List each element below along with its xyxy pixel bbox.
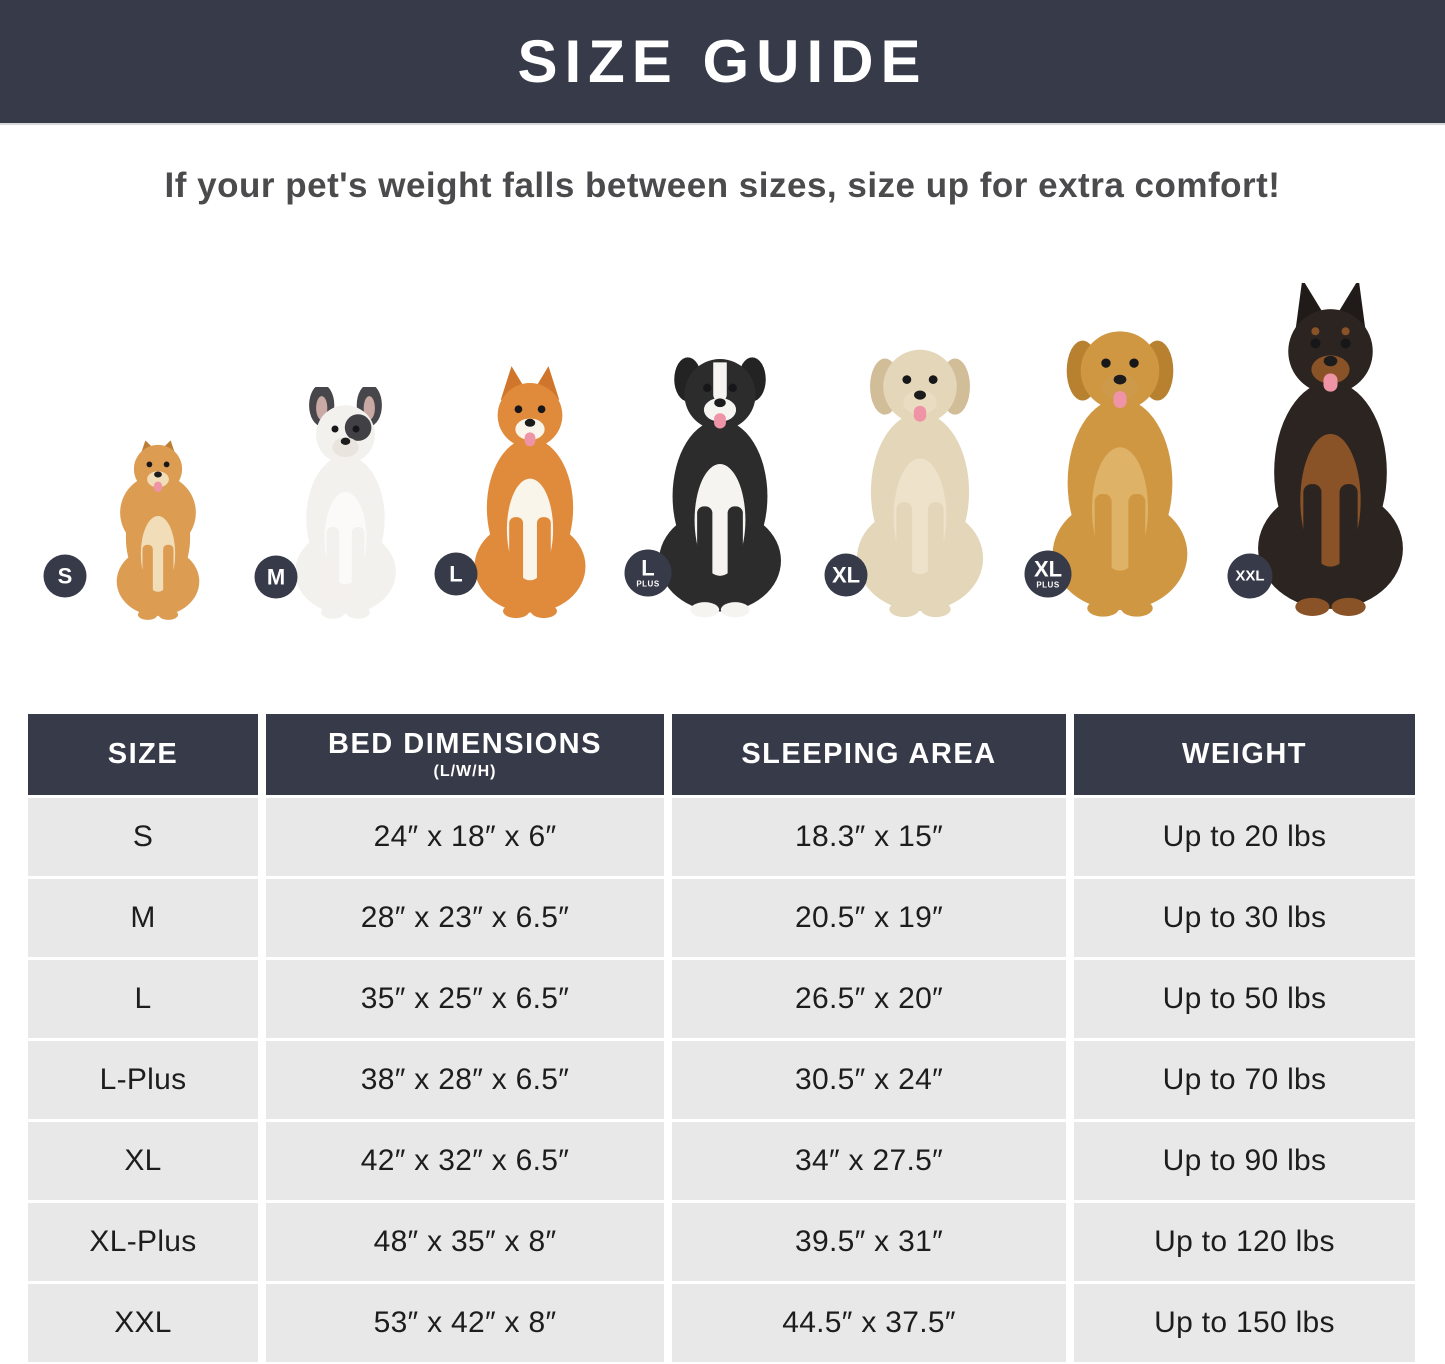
dog-shiba-inu bbox=[437, 363, 623, 625]
table-cell-weight: Up to 30 lbs bbox=[1074, 879, 1415, 957]
size-badge-l: L bbox=[434, 552, 478, 596]
size-table: SIZE BED DIMENSIONS (L/W/H) SLEEPING ARE… bbox=[28, 714, 1415, 1362]
table-cell-bed-dimensions: 48″ x 35″ x 8″ bbox=[266, 1203, 664, 1281]
table-cell-size: XXL bbox=[28, 1284, 258, 1362]
column-header-size: SIZE bbox=[28, 714, 258, 795]
table-cell-size: M bbox=[28, 879, 258, 957]
table-cell-sleeping-area: 26.5″ x 20″ bbox=[672, 960, 1066, 1038]
size-badge-label: L bbox=[449, 561, 463, 586]
column-header-bed-dimensions: BED DIMENSIONS (L/W/H) bbox=[266, 714, 664, 795]
size-badge-xxl: XXL bbox=[1227, 553, 1273, 599]
table-cell-bed-dimensions: 35″ x 25″ x 6.5″ bbox=[266, 960, 664, 1038]
table-cell-size: XL bbox=[28, 1122, 258, 1200]
dog-pomeranian bbox=[89, 430, 227, 625]
table-cell-weight: Up to 50 lbs bbox=[1074, 960, 1415, 1038]
column-header-bed-dimensions-sub: (L/W/H) bbox=[433, 763, 497, 780]
page-title: SIZE GUIDE bbox=[517, 28, 928, 95]
table-cell-size: L-Plus bbox=[28, 1041, 258, 1119]
table-cell-sleeping-area: 34″ x 27.5″ bbox=[672, 1122, 1066, 1200]
table-cell-bed-dimensions: 38″ x 28″ x 6.5″ bbox=[266, 1041, 664, 1119]
dog-french-bulldog bbox=[261, 387, 430, 625]
table-cell-bed-dimensions: 42″ x 32″ x 6.5″ bbox=[266, 1122, 664, 1200]
table-cell-sleeping-area: 18.3″ x 15″ bbox=[672, 798, 1066, 876]
table-cell-weight: Up to 70 lbs bbox=[1074, 1041, 1415, 1119]
table-cell-sleeping-area: 30.5″ x 24″ bbox=[672, 1041, 1066, 1119]
size-badge-l-plus: L PLUS bbox=[624, 549, 672, 597]
size-badge-label: XXL bbox=[1235, 567, 1265, 585]
dog-labrador bbox=[814, 327, 1026, 625]
dog-golden-retriever bbox=[1007, 307, 1233, 625]
size-badge-m: M bbox=[254, 555, 298, 599]
table-cell-sleeping-area: 20.5″ x 19″ bbox=[672, 879, 1066, 957]
size-badge-sublabel: PLUS bbox=[636, 579, 660, 589]
size-badge-s: S bbox=[43, 554, 87, 598]
size-badge-xl: XL bbox=[824, 553, 868, 597]
column-header-sleeping-area-label: SLEEPING AREA bbox=[741, 738, 997, 770]
size-badge-label: M bbox=[266, 564, 286, 589]
size-badge-xl-plus: XL PLUS bbox=[1024, 550, 1072, 598]
table-cell-bed-dimensions: 53″ x 42″ x 8″ bbox=[266, 1284, 664, 1362]
table-cell-weight: Up to 20 lbs bbox=[1074, 798, 1415, 876]
subtitle-text: If your pet's weight falls between sizes… bbox=[164, 166, 1281, 205]
dog-doberman bbox=[1209, 283, 1445, 625]
table-cell-weight: Up to 90 lbs bbox=[1074, 1122, 1415, 1200]
table-cell-size: XL-Plus bbox=[28, 1203, 258, 1281]
table-cell-bed-dimensions: 28″ x 23″ x 6.5″ bbox=[266, 879, 664, 957]
column-header-weight-label: WEIGHT bbox=[1182, 738, 1307, 770]
size-badge-label: XL bbox=[831, 562, 861, 587]
table-cell-sleeping-area: 44.5″ x 37.5″ bbox=[672, 1284, 1066, 1362]
column-header-bed-dimensions-label: BED DIMENSIONS bbox=[328, 728, 602, 760]
table-cell-weight: Up to 120 lbs bbox=[1074, 1203, 1415, 1281]
table-cell-sleeping-area: 39.5″ x 31″ bbox=[672, 1203, 1066, 1281]
table-cell-size: L bbox=[28, 960, 258, 1038]
dog-size-lineup: S M L L PLUS XL XL PLUS XXL bbox=[0, 0, 1445, 630]
size-badge-label: XL bbox=[1033, 556, 1063, 582]
dog-border-collie bbox=[618, 337, 822, 625]
column-header-size-label: SIZE bbox=[107, 738, 179, 770]
column-header-weight: WEIGHT bbox=[1074, 714, 1415, 795]
size-badge-sublabel: PLUS bbox=[1036, 580, 1060, 590]
table-cell-bed-dimensions: 24″ x 18″ x 6″ bbox=[266, 798, 664, 876]
size-badge-label: S bbox=[57, 563, 73, 588]
table-cell-size: S bbox=[28, 798, 258, 876]
header-bar: SIZE GUIDE bbox=[0, 0, 1445, 125]
table-cell-weight: Up to 150 lbs bbox=[1074, 1284, 1415, 1362]
column-header-sleeping-area: SLEEPING AREA bbox=[672, 714, 1066, 795]
size-badge-label: L bbox=[641, 555, 655, 581]
